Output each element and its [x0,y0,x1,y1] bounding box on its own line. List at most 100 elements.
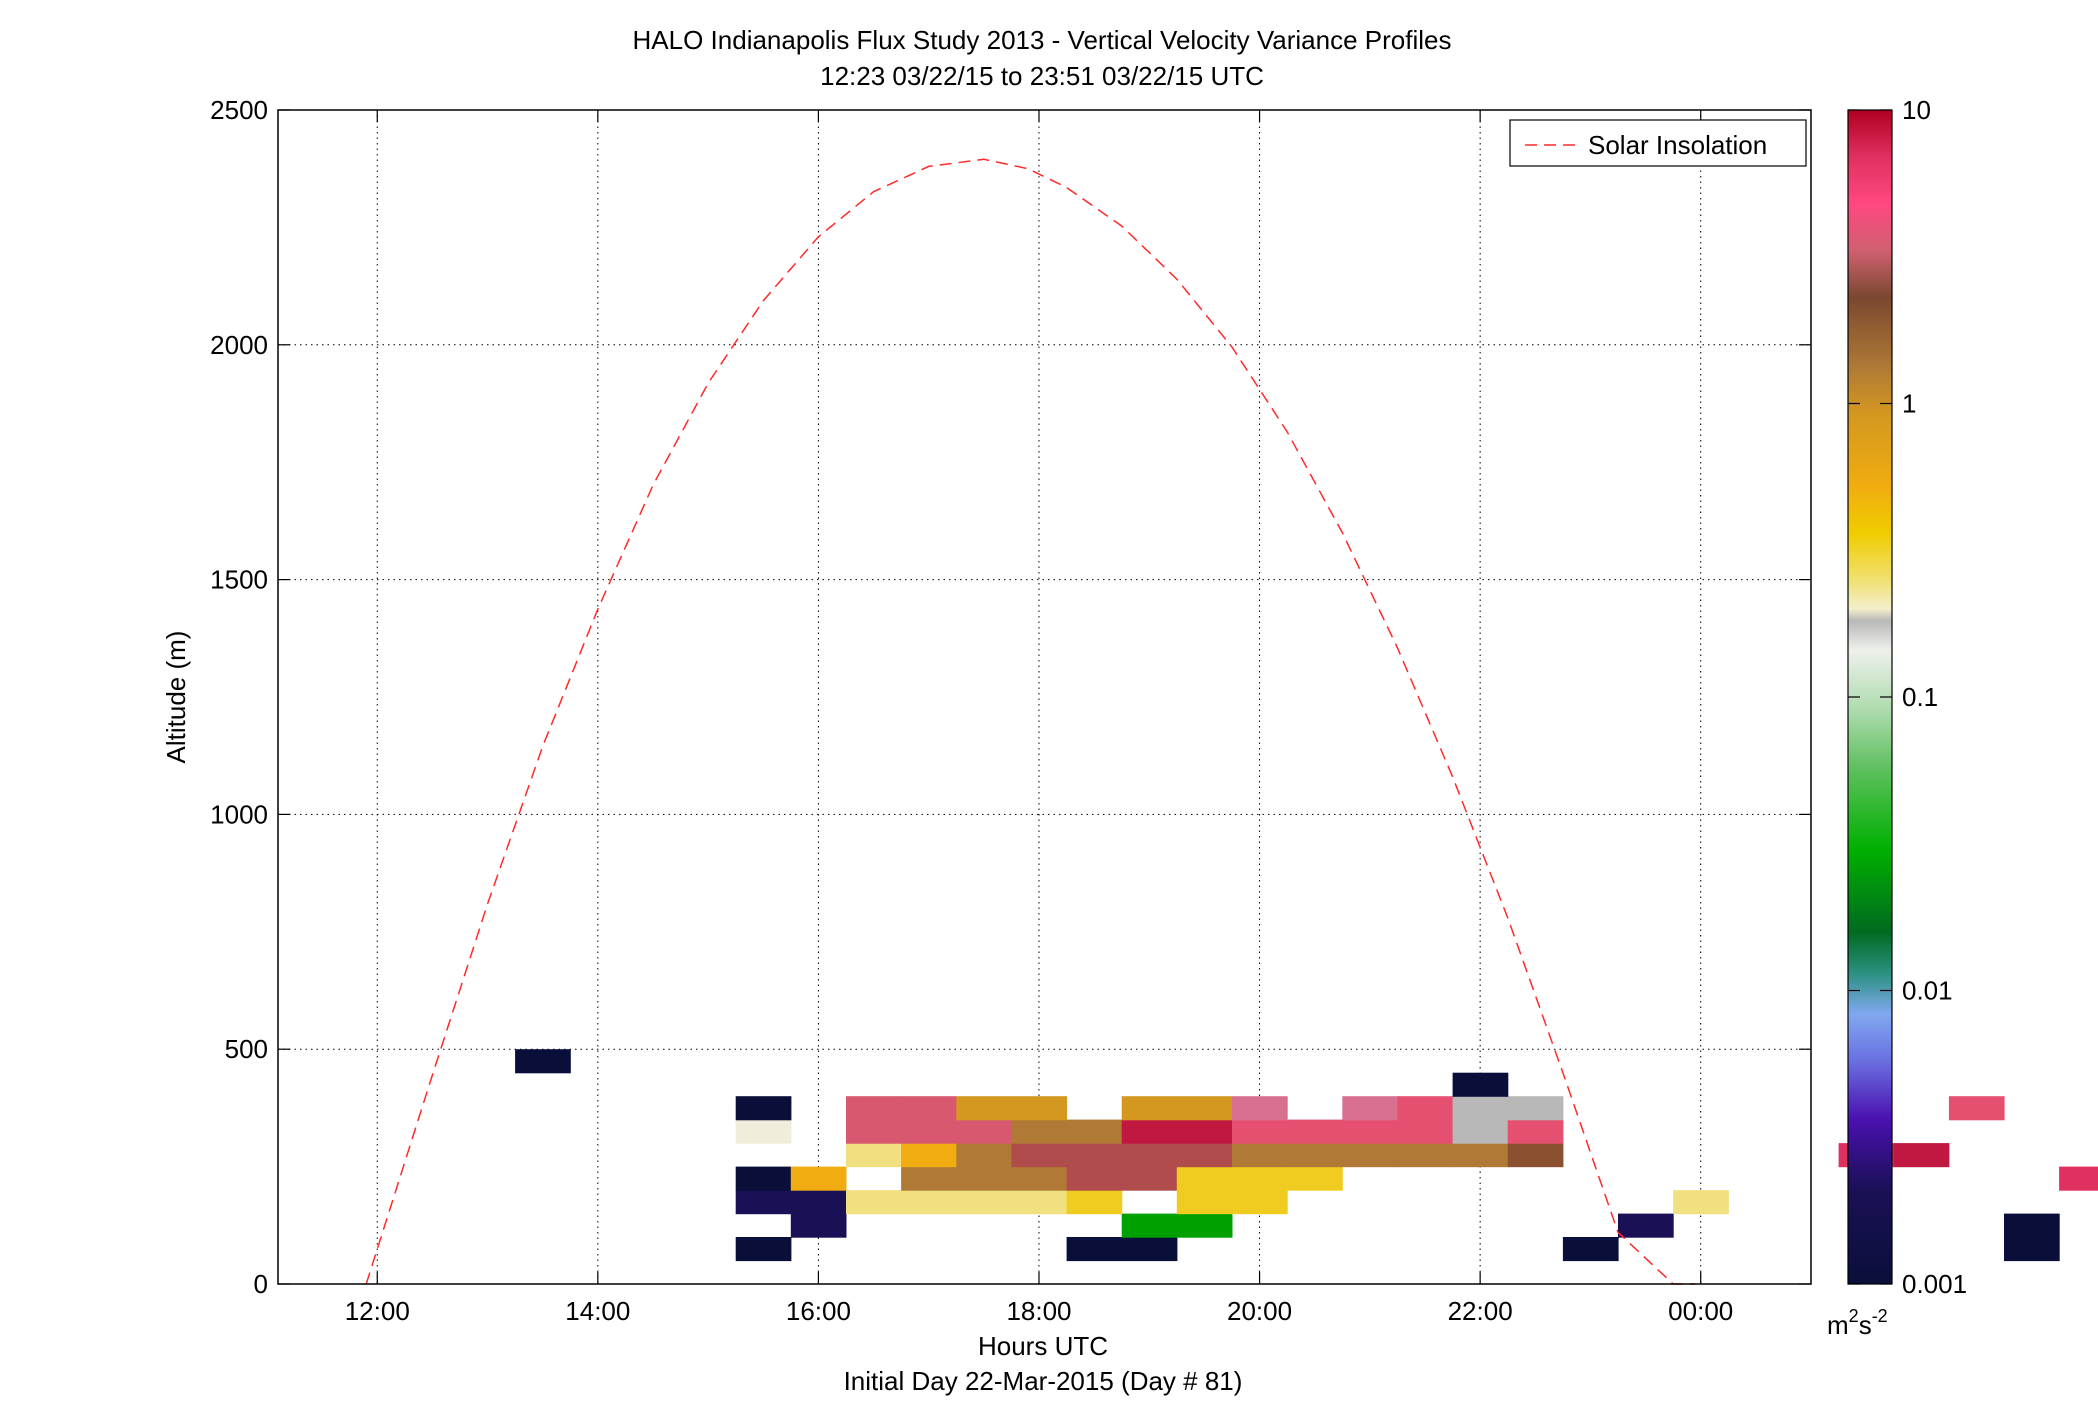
colorbar-unit-exponent-2: -2 [1872,1306,1888,1326]
heatmap-cell [1121,1213,1178,1238]
y-tick-label: 500 [225,1034,268,1064]
heatmap-cell [1452,1143,1509,1168]
heatmap-cell [1232,1096,1288,1121]
colorbar-tick-label: 0.001 [1902,1269,1967,1299]
x-axis-sublabel: Initial Day 22-Mar-2015 (Day # 81) [844,1366,1243,1396]
heatmap-cell [735,1096,792,1121]
heatmap-cell [1176,1119,1233,1144]
heatmap-cell [1066,1237,1123,1262]
x-tick-label: 22:00 [1448,1296,1513,1326]
heatmap-cell [1121,1119,1178,1144]
x-tick-label: 20:00 [1227,1296,1292,1326]
heatmap-cell [790,1166,847,1191]
heatmap-cell [1232,1119,1288,1144]
heatmap-cell [1176,1166,1233,1191]
x-axis-label: Hours UTC [978,1331,1108,1361]
heatmap-cell [2059,1166,2098,1191]
heatmap-cell [956,1166,1012,1191]
heatmap-cell [1397,1096,1454,1121]
heatmap-cell [846,1096,902,1121]
heatmap-cell [901,1096,957,1121]
heatmap-cell [956,1096,1012,1121]
colorbar-unit-exponent-1: 2 [1849,1306,1859,1326]
heatmap-cell [1121,1166,1178,1191]
heatmap-cell [1066,1143,1123,1168]
heatmap-cell [790,1190,847,1215]
heatmap-cell [1397,1119,1454,1144]
heatmap-cell [735,1237,792,1262]
heatmap-cell [1176,1213,1233,1238]
heatmap-cell [1397,1143,1454,1168]
heatmap-cell [1452,1072,1509,1097]
heatmap-cell [956,1190,1012,1215]
heatmap-cell [901,1190,957,1215]
heatmap-cell [1232,1190,1288,1215]
colorbar-tick-label: 0.1 [1902,682,1938,712]
heatmap-cell [1342,1119,1398,1144]
heatmap-cell [1618,1213,1674,1238]
colorbar-unit: m2s-2 [1827,1306,1888,1340]
x-tick-label: 00:00 [1668,1296,1733,1326]
legend-label-solar-insolation: Solar Insolation [1588,130,1767,160]
heatmap-cell [735,1166,792,1191]
heatmap-cell [1011,1190,1068,1215]
legend: Solar Insolation [1509,119,1807,167]
heatmap-cell [1948,1096,2005,1121]
heatmap-cell [1011,1119,1068,1144]
heatmap-cell [1121,1237,1178,1262]
heatmap-cell [1507,1096,1564,1121]
heatmap-cell [735,1119,792,1144]
solar-insolation-line [365,158,1696,1285]
y-tick-label: 1000 [210,799,268,829]
heatmap-cell [846,1143,902,1168]
heatmap-cell [1452,1119,1509,1144]
heatmap-cell [1176,1096,1233,1121]
heatmap-cell [1176,1143,1233,1168]
heatmap-cell [1176,1190,1233,1215]
heatmap-cell [1287,1143,1343,1168]
heatmap-cell [1011,1143,1068,1168]
heatmap-cell [2004,1213,2060,1238]
colorbar-tick-label: 10 [1902,95,1931,125]
heatmap-cell [901,1119,957,1144]
heatmap-cell [1342,1096,1398,1121]
heatmap-cell [2004,1237,2060,1262]
colorbar-unit-base: m [1827,1310,1849,1340]
heatmap-cell [1287,1166,1343,1191]
heatmap-cell [1287,1119,1343,1144]
colorbar: 0.001 0.01 0.1 1 10 m2s-2 [1827,95,1967,1340]
heatmap-cell [1507,1143,1564,1168]
heatmap-cell [790,1213,847,1238]
heatmap-cell [515,1049,571,1074]
heatmap-cell [1342,1143,1398,1168]
heatmap-cell [956,1143,1012,1168]
heatmap-cell [846,1190,902,1215]
heatmap-cell [1011,1166,1068,1191]
y-tick-label: 2500 [210,95,268,125]
heatmap-cell [1011,1096,1068,1121]
chart-subtitle: 12:23 03/22/15 to 23:51 03/22/15 UTC [820,61,1264,91]
heatmap-cell [1507,1119,1564,1144]
solar-insolation-layer [365,158,1696,1285]
y-tick-label: 2000 [210,330,268,360]
chart-title: HALO Indianapolis Flux Study 2013 - Vert… [633,25,1452,55]
y-tick-label: 1500 [210,565,268,595]
colorbar-tick-label: 1 [1902,389,1916,419]
heatmap-cell [1066,1166,1123,1191]
plot-frame [277,109,1812,1285]
heatmap-cell [1066,1119,1123,1144]
x-tick-label: 18:00 [1006,1296,1071,1326]
heatmap-cell [1673,1190,1729,1215]
colorbar-ticks: 0.001 0.01 0.1 1 10 [1848,95,1967,1299]
heatmap-cell [1452,1096,1509,1121]
heatmap-cell [956,1119,1012,1144]
x-tick-label: 16:00 [786,1296,851,1326]
heatmap-cell [1121,1096,1178,1121]
heatmap-cell [1121,1143,1178,1168]
heatmap-cell [1232,1166,1288,1191]
heatmap-cell [735,1190,792,1215]
heatmap-cell [1066,1190,1123,1215]
legend-box [1509,119,1807,167]
x-tick-label: 14:00 [565,1296,630,1326]
